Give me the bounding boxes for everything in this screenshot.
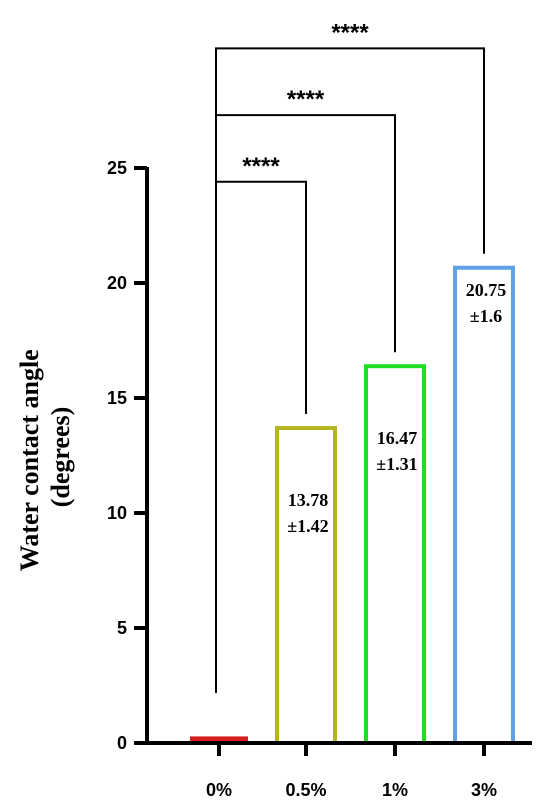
data-label-2-line-1: ±1.31	[376, 454, 417, 474]
significance-label-1: ****	[287, 86, 325, 113]
significance-brackets	[215, 47, 485, 693]
bar-1	[275, 426, 337, 745]
x-tick-label-3: 3%	[471, 780, 497, 800]
axes	[134, 166, 532, 756]
bar-2	[364, 364, 426, 745]
data-label-1-line-1: ±1.42	[287, 516, 328, 536]
y-tick-label-5: 25	[107, 158, 127, 178]
y-tick-label-1: 5	[117, 618, 127, 638]
y-axis-label: Water contact angle (degrees)	[15, 343, 75, 571]
y-tick-label-4: 20	[107, 273, 127, 293]
significance-label-2: ****	[331, 19, 369, 46]
bar-0	[190, 736, 248, 743]
significance-bracket-2	[215, 47, 485, 692]
data-label-2-line-0: 16.47	[377, 428, 418, 448]
data-label-1-line-0: 13.78	[288, 490, 329, 510]
data-label-3-line-0: 20.75	[466, 280, 507, 300]
data-label-2: 16.47 ±1.31	[376, 428, 417, 474]
y-axis-label-line-2: (degrees)	[46, 407, 75, 508]
labels: 0 5 10 15 20 25 0% 0.5% 13.78 ±1.42 1% 16.47 ±1.31 3%…	[107, 19, 506, 800]
data-label-3-line-1: ±1.6	[470, 306, 502, 326]
y-tick-label-2: 10	[107, 503, 127, 523]
y-tick-label-0: 0	[117, 733, 127, 753]
data-label-1: 13.78 ±1.42	[287, 490, 328, 536]
bars	[190, 265, 515, 745]
data-label-3: 20.75 ±1.6	[466, 280, 507, 326]
bar-3	[453, 265, 515, 745]
y-axis-label-line-1: Water contact angle	[15, 349, 44, 571]
x-tick-label-1: 0.5%	[285, 780, 326, 800]
significance-label-0: ****	[242, 153, 280, 180]
y-tick-label-3: 15	[107, 388, 127, 408]
x-tick-label-0: 0%	[206, 780, 232, 800]
x-tick-label-2: 1%	[382, 780, 408, 800]
